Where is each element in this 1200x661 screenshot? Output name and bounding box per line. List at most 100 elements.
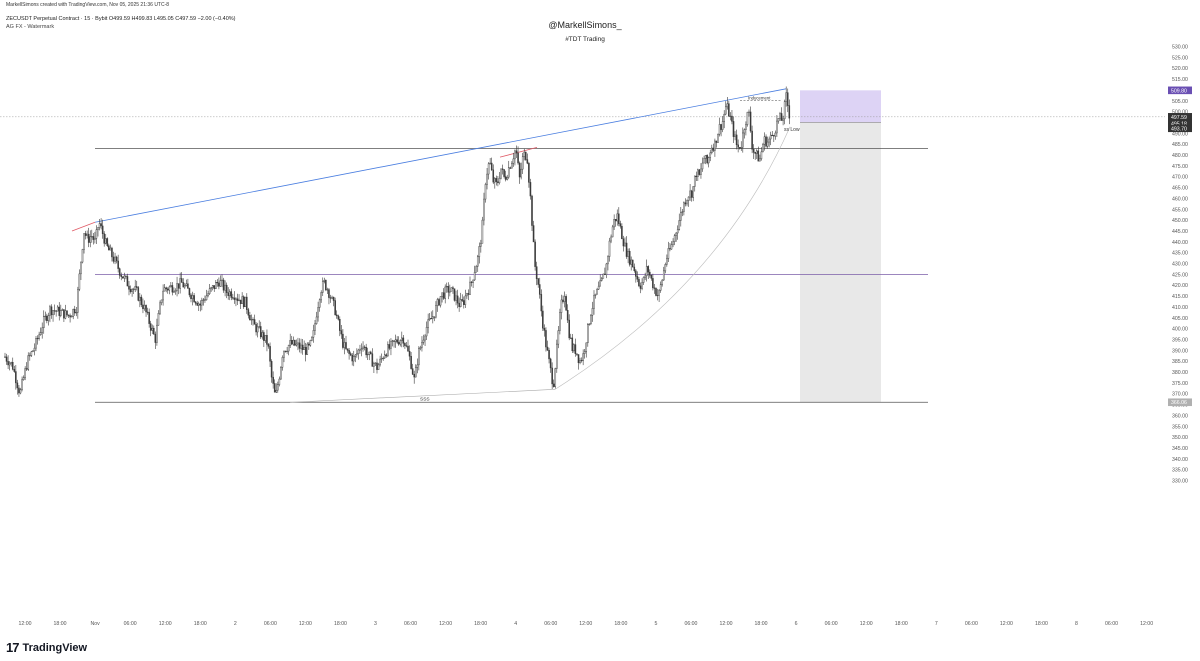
candle <box>215 280 217 290</box>
candle-body <box>194 301 197 304</box>
candle-body <box>408 350 411 357</box>
candle-body <box>480 243 482 247</box>
candle <box>211 284 214 291</box>
candle <box>711 144 713 155</box>
candle-body <box>737 144 739 148</box>
candle <box>230 288 233 301</box>
candle <box>450 287 453 292</box>
candle <box>669 243 671 252</box>
candle-body <box>673 235 676 242</box>
candle <box>476 254 479 272</box>
candle <box>548 347 550 364</box>
candle <box>201 297 203 311</box>
candle-body <box>366 354 369 356</box>
candle-body <box>763 136 766 145</box>
candle-body <box>131 289 133 292</box>
candle <box>146 307 149 315</box>
candle-body <box>456 295 459 304</box>
candle-body <box>171 285 174 293</box>
candle-body <box>5 356 8 362</box>
candle <box>600 277 603 282</box>
drawing-lines <box>0 88 1165 403</box>
candle-body <box>103 233 105 244</box>
y-tick-label: 375.00 <box>1172 381 1188 387</box>
candle-body <box>267 344 270 347</box>
candle <box>566 304 569 324</box>
candle-body <box>382 357 384 359</box>
candle-body <box>498 177 501 184</box>
y-tick-label: 370.00 <box>1172 392 1188 398</box>
candle-body <box>315 316 318 324</box>
tradingview-logo[interactable]: 17 TradingView <box>6 640 87 655</box>
candle-body <box>627 250 629 257</box>
annotations: SSS Inducement ss Low <box>420 95 800 402</box>
candle-body <box>625 242 628 257</box>
candle <box>579 357 581 365</box>
candle <box>228 289 231 301</box>
candle <box>765 134 767 148</box>
y-tick-label: 405.00 <box>1172 316 1188 322</box>
candle-body <box>521 156 524 170</box>
candle <box>69 313 71 323</box>
candle-body <box>605 263 608 275</box>
candle <box>397 336 400 346</box>
price-tag: 366.06 <box>1168 398 1192 406</box>
candle-body <box>126 276 129 287</box>
candle <box>125 275 127 280</box>
candle-body <box>197 303 200 306</box>
candle <box>673 233 676 246</box>
candle-body <box>233 297 236 300</box>
candle <box>379 355 381 367</box>
candle-body <box>501 168 504 170</box>
candle <box>712 143 715 152</box>
candle <box>543 324 546 337</box>
candle <box>363 345 366 351</box>
price-tag-bg <box>1168 398 1192 407</box>
candle <box>618 207 620 227</box>
candle-body <box>320 292 322 301</box>
candle-body <box>67 314 70 316</box>
candle-body <box>559 312 561 331</box>
candle <box>25 362 28 371</box>
x-tick-label: 12:00 <box>1000 621 1013 627</box>
candle-body <box>205 295 208 301</box>
candle <box>738 147 741 150</box>
candle-body <box>143 305 146 310</box>
candle-body <box>47 315 50 321</box>
candle <box>611 224 614 238</box>
candle-body <box>701 162 704 170</box>
candle-body <box>433 316 436 318</box>
candle <box>112 251 115 264</box>
candle-body <box>269 346 271 362</box>
candle <box>562 295 564 304</box>
candle <box>173 287 175 293</box>
candle-body <box>425 327 428 337</box>
candle <box>593 290 595 315</box>
candle <box>108 243 110 251</box>
candle-body <box>571 337 574 352</box>
candle-body <box>294 339 296 346</box>
candle <box>103 231 105 247</box>
candle-body <box>481 219 484 244</box>
candle-body <box>404 343 406 346</box>
candle-body <box>461 299 464 301</box>
candle-body <box>69 315 71 318</box>
candle <box>335 310 338 319</box>
candle-body <box>235 298 237 300</box>
candle-body <box>706 155 708 164</box>
candle-body <box>180 278 183 283</box>
candle-body <box>351 354 353 362</box>
candle <box>461 294 464 303</box>
candle <box>42 310 45 334</box>
candle <box>208 283 211 296</box>
candle-body <box>225 284 228 293</box>
candle-body <box>122 276 124 279</box>
candle <box>769 131 772 146</box>
candle-body <box>489 162 491 165</box>
candle <box>718 117 721 137</box>
candle <box>532 220 535 243</box>
candle-body <box>582 353 584 361</box>
candle-body <box>689 190 691 198</box>
candle-body <box>540 294 543 312</box>
